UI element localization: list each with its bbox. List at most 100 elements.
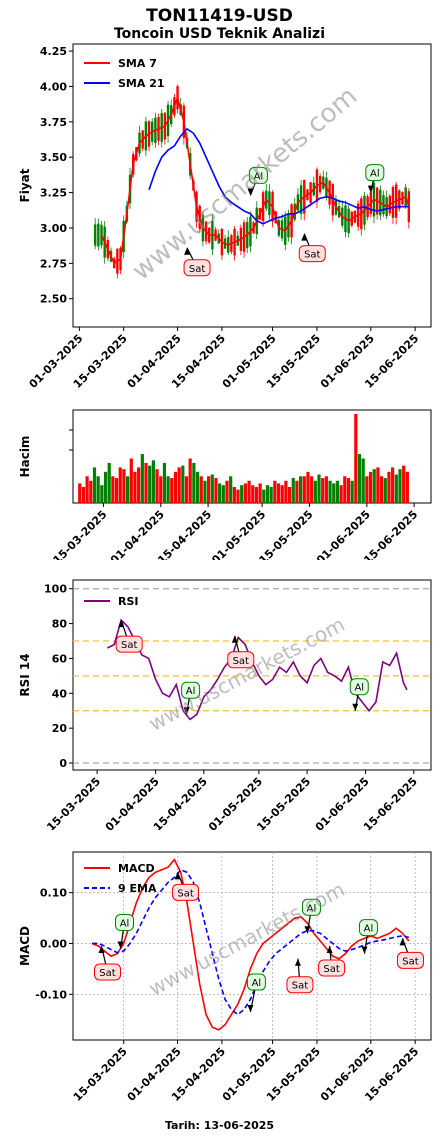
buy-signal-label: Al — [186, 686, 196, 697]
volume-bar — [151, 460, 155, 503]
volume-bar — [89, 480, 93, 503]
y-tick-label: -0.10 — [35, 988, 67, 1001]
y-tick-label: 0 — [59, 757, 67, 770]
legend-label: SMA 21 — [118, 77, 165, 90]
volume-bar — [107, 462, 111, 503]
legend-label: SMA 7 — [118, 57, 157, 70]
volume-bar — [365, 476, 369, 503]
volume-bar — [313, 480, 317, 503]
x-tick-label: 01-06-2025 — [314, 508, 373, 560]
annotation-arrowhead — [304, 926, 311, 934]
volume-bar — [225, 480, 229, 503]
volume-bar — [232, 486, 236, 503]
y-tick-label: 3.00 — [40, 222, 67, 235]
volume-bar — [299, 476, 303, 503]
rsi-line — [107, 618, 408, 721]
legend-label: 9 EMA — [118, 882, 157, 895]
sell-signal-box — [172, 883, 200, 901]
volume-bar — [214, 478, 218, 503]
sell-signal-box — [318, 959, 346, 977]
chart-title: TON11419-USD — [146, 6, 293, 26]
volume-bar — [247, 480, 251, 503]
volume-bar — [398, 469, 402, 503]
sell-signal-box — [115, 635, 143, 653]
volume-bar — [379, 476, 384, 503]
volume-bar — [394, 474, 398, 503]
volume-bar — [280, 485, 284, 503]
volume-bar — [199, 476, 203, 503]
macd-chart: 15-03-202501-04-202515-04-202501-05-2025… — [18, 851, 432, 1104]
y-tick-label: 3.75 — [40, 116, 67, 129]
volume-bar — [218, 483, 222, 503]
volume-bar — [188, 458, 192, 503]
volume-bar — [78, 483, 82, 503]
volume-bar — [265, 485, 270, 503]
sell-signal-label: Sat — [177, 888, 193, 899]
x-axis-date-label: Tarih: 13-06-2025 — [164, 1119, 275, 1132]
volume-bar — [317, 474, 321, 503]
volume-bar — [129, 458, 133, 503]
volume-bar — [195, 471, 200, 503]
volume-bar — [181, 465, 185, 503]
y-tick-label: 4.25 — [40, 45, 67, 58]
volume-bar — [155, 469, 159, 503]
volume-bar — [251, 485, 255, 503]
sell-signal-label: Sat — [323, 964, 339, 975]
buy-signal-box — [301, 898, 321, 916]
volume-bar — [269, 486, 273, 503]
volume-bar — [391, 467, 395, 503]
volume-bar — [361, 458, 365, 503]
y-tick-label: 80 — [52, 618, 68, 631]
volume-bar — [126, 476, 130, 503]
annotation-arrowhead — [183, 707, 190, 715]
volume-bar — [310, 476, 314, 503]
legend-label: MACD — [118, 862, 155, 875]
candle-body — [97, 223, 100, 247]
volume-bar — [343, 476, 347, 503]
y-tick-label: 0.10 — [40, 887, 67, 900]
sell-signal-box — [298, 245, 326, 263]
legend-label: RSI — [118, 595, 139, 608]
y-tick-label: 0.00 — [40, 937, 67, 950]
annotation-arrowhead — [117, 941, 124, 949]
buy-signal-box — [349, 678, 369, 696]
volume-bar — [376, 467, 380, 503]
macd-line — [91, 858, 410, 1031]
annotation-arrowhead — [399, 938, 406, 946]
y-tick-label: 3.25 — [40, 187, 67, 200]
volume-bar — [210, 474, 214, 503]
y-tick-label: 3.50 — [40, 151, 67, 164]
buy-signal-label: Al — [364, 924, 374, 935]
annotation-arrowhead — [98, 946, 105, 953]
volume-bar — [137, 467, 141, 503]
buy-signal-label: Al — [252, 978, 262, 989]
volume-bar — [192, 462, 196, 503]
buy-signal-box — [365, 164, 385, 182]
sell-signal-box — [396, 951, 424, 969]
plot-frame — [72, 851, 432, 1041]
volume-bar — [335, 480, 340, 503]
y-axis-label: Fiyat — [18, 168, 32, 202]
volume-bar — [166, 476, 170, 503]
volume-bar — [302, 476, 306, 503]
volume-bar — [368, 471, 373, 503]
volume-bar — [144, 462, 148, 503]
y-tick-label: 2.75 — [40, 257, 67, 270]
sell-signal-label: Sat — [402, 956, 418, 967]
buy-signal-label: Al — [370, 169, 380, 180]
sell-signal-label: Sat — [233, 656, 249, 667]
sell-signal-box — [94, 963, 122, 981]
volume-bar — [221, 485, 225, 503]
buy-signal-label: Al — [354, 683, 364, 694]
volume-bar — [162, 462, 167, 503]
y-tick-label: 4.00 — [40, 80, 67, 93]
buy-signal-label: Al — [120, 919, 130, 930]
sell-signal-label: Sat — [121, 640, 137, 651]
x-tick-label: 01-05-2025 — [209, 508, 268, 560]
volume-bar — [103, 471, 108, 503]
annotation-arrowhead — [352, 703, 359, 711]
annotation-arrowhead — [118, 620, 125, 628]
volume-bar — [254, 486, 259, 503]
volume-bar — [159, 476, 163, 503]
x-tick-label: 15-03-2025 — [44, 775, 103, 830]
